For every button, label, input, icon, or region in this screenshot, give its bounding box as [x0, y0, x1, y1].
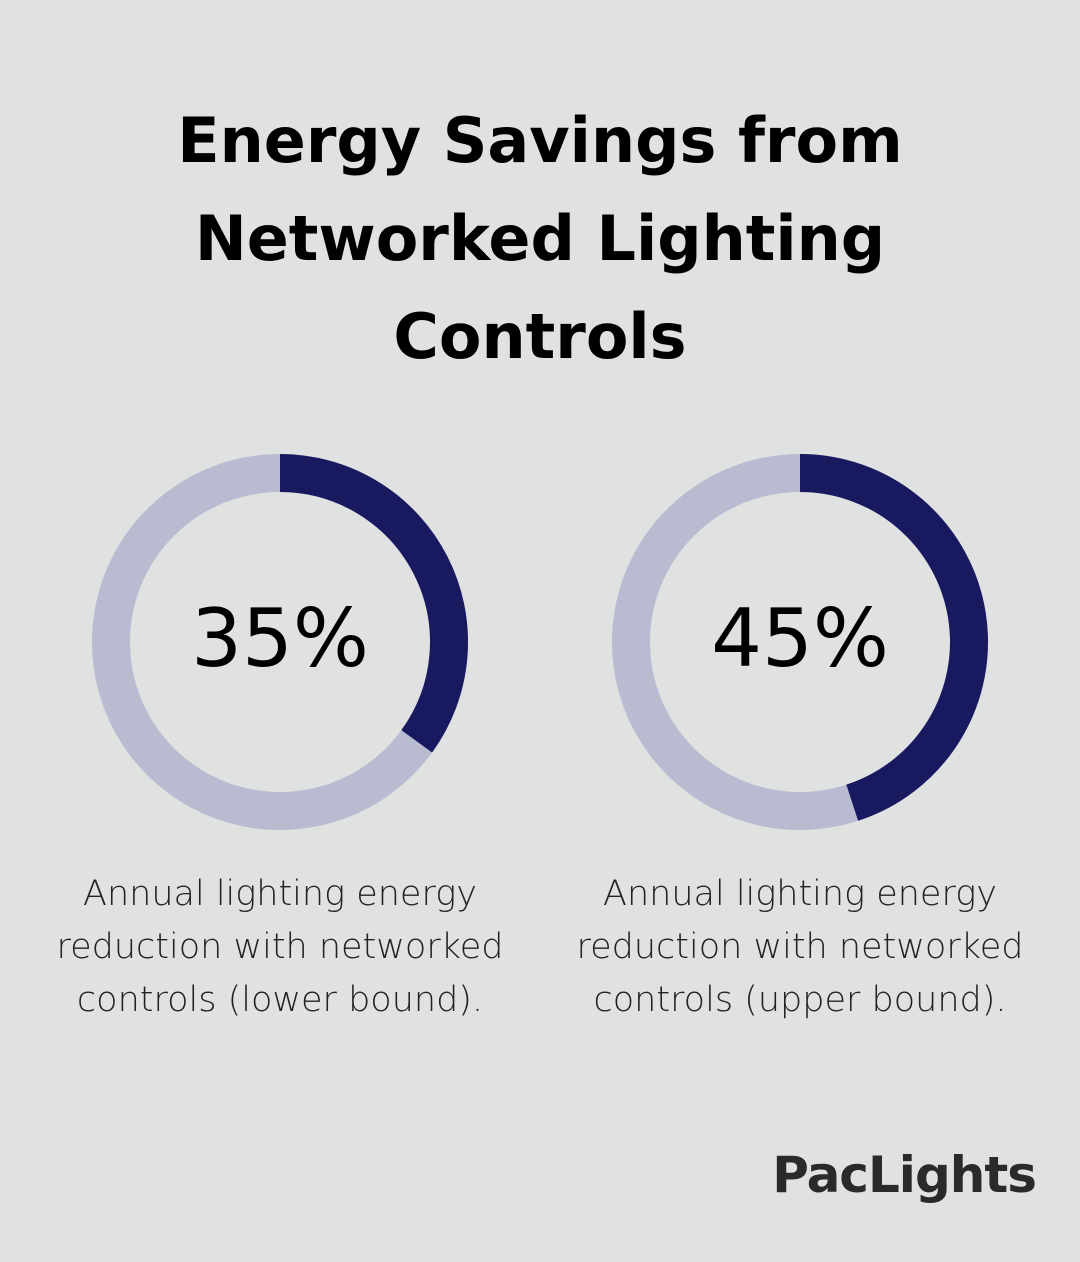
- value-label: 35%: [191, 592, 369, 685]
- value-label: 45%: [711, 592, 889, 685]
- brand-logo: PacLights: [772, 1146, 1037, 1204]
- caption: Annual lighting energy reduction with ne…: [576, 874, 1024, 1020]
- donut-arc: [279, 454, 468, 753]
- title: Energy Savings from Networked Lighting C…: [177, 104, 903, 373]
- donut-arc: [799, 454, 988, 821]
- caption: Annual lighting energy reduction with ne…: [56, 874, 504, 1020]
